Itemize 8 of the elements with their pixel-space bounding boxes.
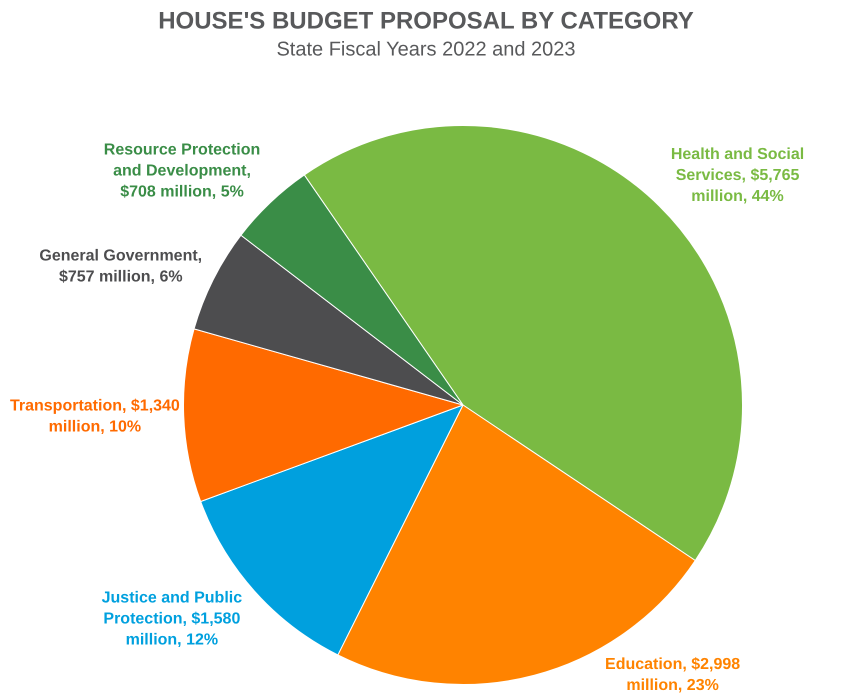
slice-label: Health and Social Services, $5,765 million, 44% [670, 146, 804, 205]
slice-label: Transportation, $1,340 million, 10% [10, 397, 180, 436]
slice-label: Education, $2,998 million, 23% [605, 656, 740, 694]
slice-label: Resource Protection and Development, $708 million, 5% [104, 142, 260, 201]
chart-title: HOUSE'S BUDGET PROPOSAL BY CATEGORY [158, 8, 694, 35]
slice-label: Justice and Public Protection, $1,580 million, 12% [102, 589, 242, 648]
slice-label: General Government, $757 million, 6% [39, 247, 202, 286]
chart-subtitle: State Fiscal Years 2022 and 2023 [276, 38, 576, 61]
